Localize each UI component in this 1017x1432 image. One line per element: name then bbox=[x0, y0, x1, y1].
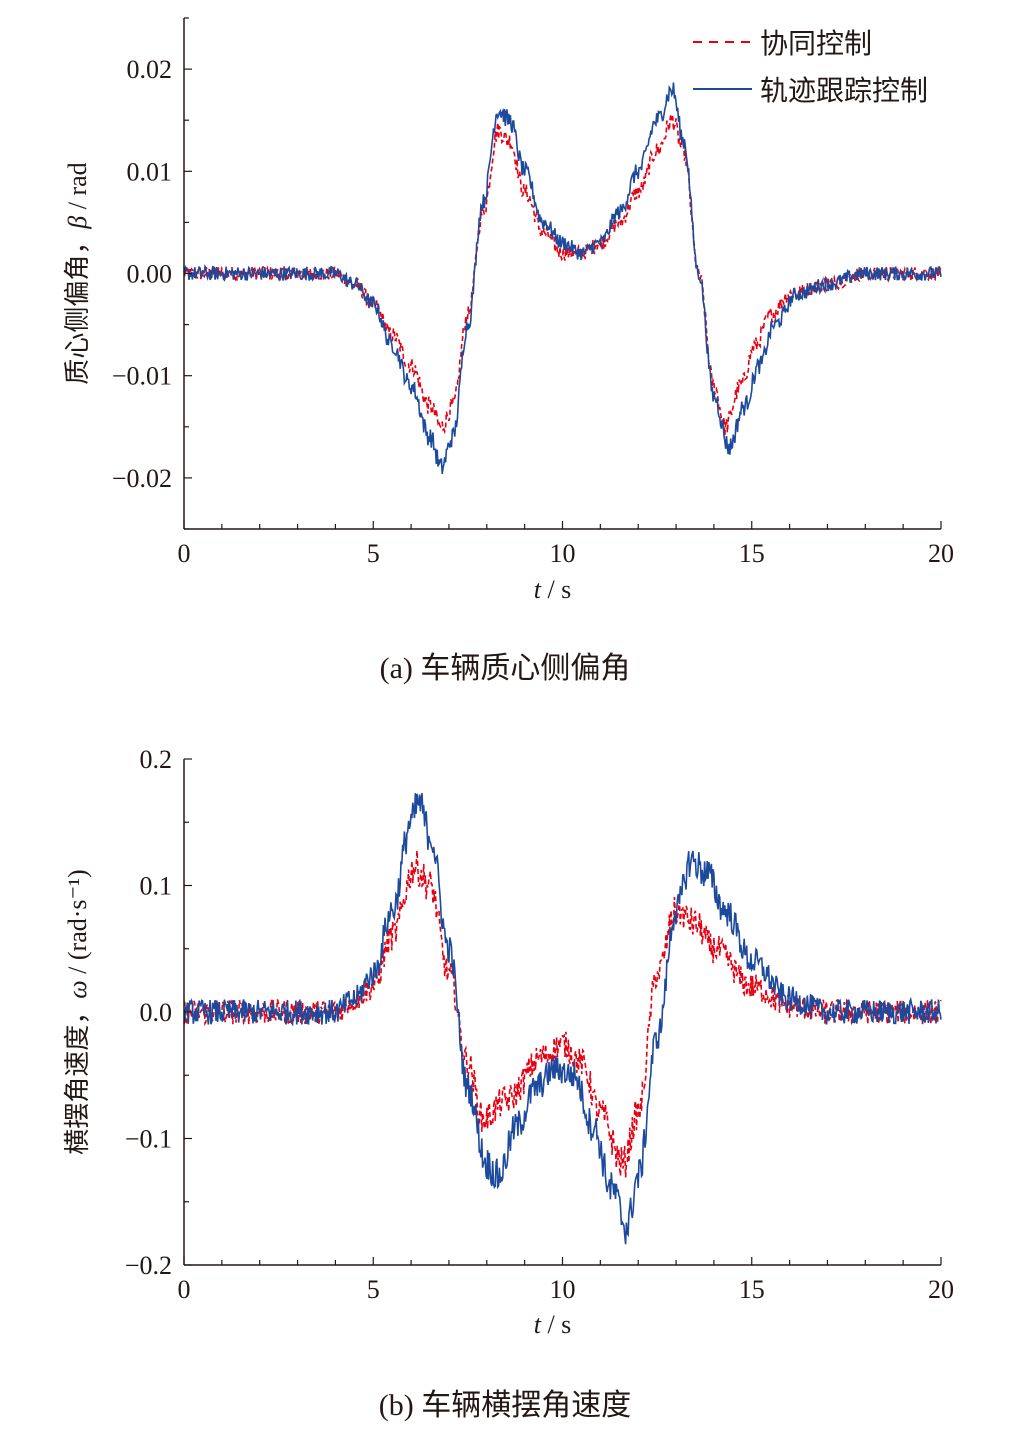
y-tick-label: 0.00 bbox=[127, 260, 173, 289]
chart-caption: (b) 车辆横摆角速度 bbox=[379, 1389, 631, 1422]
chart-b: 0 5 10 15 20 0.2 0.1 0.0 −0.1 −0.2 t / s 横摆角速度，ω / … bbox=[63, 745, 954, 1422]
x-tick-label: 0 bbox=[178, 1275, 191, 1304]
y-axis-label: 质心侧偏角，β / rad bbox=[63, 162, 92, 384]
legend-label: 轨迹跟踪控制 bbox=[760, 75, 928, 107]
x-tick-label: 5 bbox=[367, 1275, 380, 1304]
chart-a: 0 5 10 15 20 0.02 0.01 0.00 −0.01 −0.02 t / s 质心侧偏角… bbox=[63, 17, 954, 685]
chart-caption: (a) 车辆质心侧偏角 bbox=[380, 652, 631, 685]
x-tick-label: 20 bbox=[928, 539, 954, 568]
x-tick-label: 10 bbox=[550, 1275, 576, 1304]
y-tick-label: 0.02 bbox=[127, 55, 173, 84]
x-tick-label: 10 bbox=[550, 539, 576, 568]
y-tick-label: −0.2 bbox=[125, 1251, 172, 1280]
y-tick-label: 0.0 bbox=[140, 998, 173, 1027]
y-axis-label: 横摆角速度，ω / (rad·s⁻¹) bbox=[63, 869, 92, 1154]
series-line-tracking bbox=[183, 82, 942, 475]
x-tick-label: 0 bbox=[178, 539, 191, 568]
y-tick-label: −0.1 bbox=[125, 1125, 172, 1154]
y-tick-label: 0.2 bbox=[140, 745, 173, 774]
x-tick-label: 15 bbox=[739, 539, 765, 568]
x-tick-label: 5 bbox=[367, 539, 380, 568]
legend-label: 协同控制 bbox=[760, 28, 872, 60]
x-tick-label: 20 bbox=[928, 1275, 954, 1304]
y-tick-label: 0.1 bbox=[140, 872, 173, 901]
y-tick-label: −0.02 bbox=[112, 464, 172, 493]
x-tick-label: 15 bbox=[739, 1275, 765, 1304]
x-axis-label: t / s bbox=[534, 575, 572, 604]
series-line-cooperative bbox=[183, 114, 942, 436]
x-axis-label: t / s bbox=[534, 1310, 572, 1339]
y-tick-label: −0.01 bbox=[112, 362, 172, 391]
y-tick-label: 0.01 bbox=[127, 157, 173, 186]
series-line-tracking bbox=[183, 792, 942, 1245]
